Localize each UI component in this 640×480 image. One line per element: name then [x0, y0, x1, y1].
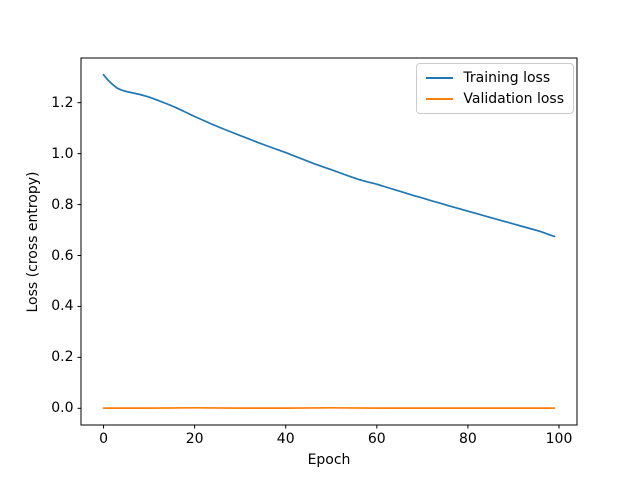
- legend-row-training: Training loss: [426, 69, 564, 87]
- y-tick-label: 0.6: [51, 247, 74, 264]
- x-tick-label: 40: [276, 431, 295, 447]
- training-loss-line: [102, 73, 556, 238]
- x-tick-label: 80: [458, 431, 477, 447]
- legend-box: Training loss Validation loss: [416, 63, 574, 114]
- validation-loss-line-swatch: [426, 98, 454, 100]
- legend-label-training: Training loss: [463, 70, 551, 86]
- y-tick-label: 0.0: [51, 400, 74, 417]
- y-axis-label: Loss (cross entropy): [25, 171, 41, 313]
- tick-marks: [77, 102, 560, 429]
- y-tick-label: 0.2: [51, 349, 74, 366]
- x-tick-label: 0: [99, 431, 108, 447]
- y-tick-label: 0.4: [51, 298, 74, 315]
- x-tick-label: 20: [185, 431, 204, 447]
- legend-row-validation: Validation loss: [426, 90, 564, 108]
- y-tick-label: 1.0: [51, 145, 74, 162]
- data-series-lines: [102, 73, 556, 409]
- x-axis-label: Epoch: [307, 452, 351, 468]
- y-tick-label: 0.8: [51, 196, 74, 213]
- legend-label-validation: Validation loss: [463, 91, 564, 107]
- y-tick-label: 1.2: [51, 94, 74, 111]
- x-tick-label: 60: [367, 431, 386, 447]
- x-tick-label: 100: [545, 431, 573, 447]
- training-loss-line-swatch: [426, 77, 454, 79]
- plot-area: [80, 57, 578, 426]
